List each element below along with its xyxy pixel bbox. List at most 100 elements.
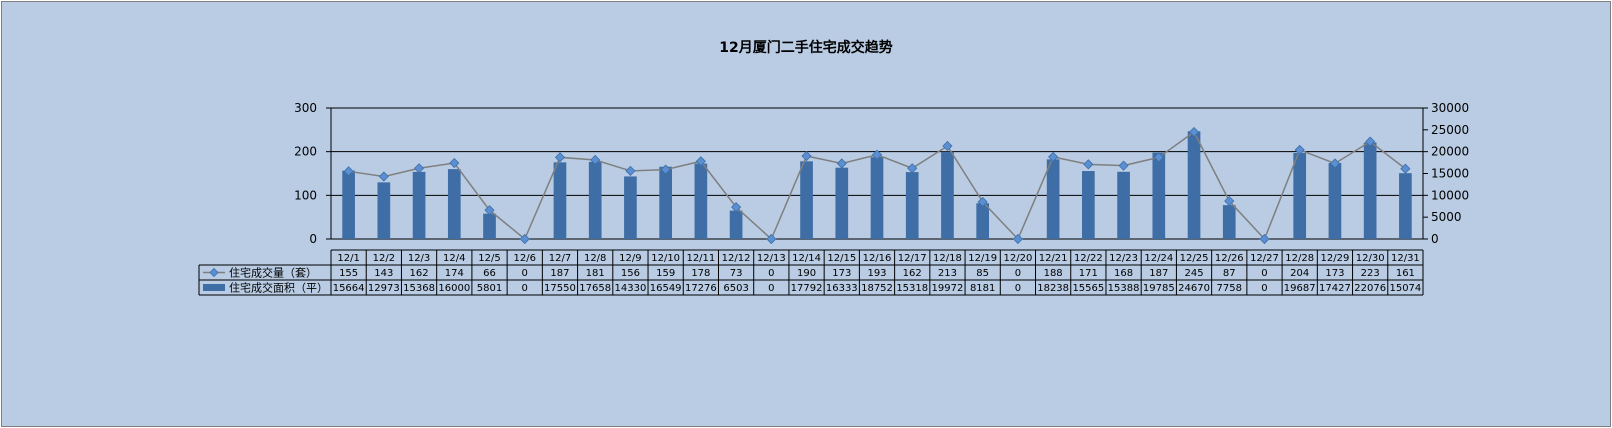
bar	[483, 213, 496, 239]
category-label: 12/13	[757, 253, 786, 264]
category-label: 12/10	[651, 253, 680, 264]
category-label: 12/7	[549, 253, 571, 264]
category-label: 12/31	[1391, 253, 1420, 264]
bar-value-label: 19687	[1284, 283, 1316, 294]
line-point	[1259, 233, 1270, 245]
legend-label-bar: 住宅成交面积（平）	[229, 281, 328, 295]
line-point	[625, 165, 636, 176]
bar-value-label: 0	[1261, 283, 1267, 294]
line-value-label: 168	[1114, 268, 1133, 279]
bar	[694, 163, 708, 239]
legend-label-line: 住宅成交量（套）	[229, 266, 317, 280]
bar-value-label: 17658	[579, 283, 611, 294]
category-label: 12/3	[408, 253, 430, 264]
line-value-label: 193	[867, 268, 886, 279]
line-point	[1224, 195, 1235, 207]
line-value-label: 156	[621, 268, 640, 279]
line-value-label: 0	[1261, 268, 1267, 279]
bar	[447, 169, 461, 239]
line-value-label: 155	[339, 268, 358, 279]
line-point	[801, 150, 812, 162]
line-point	[343, 166, 354, 177]
bar-value-label: 15074	[1389, 283, 1421, 294]
bar	[1293, 153, 1307, 239]
line-point	[1048, 151, 1059, 162]
line-value-label: 73	[730, 268, 743, 279]
line-value-label: 0	[1015, 268, 1021, 279]
bar-value-label: 16000	[438, 283, 470, 294]
bar-value-label: 18238	[1037, 283, 1069, 294]
bar	[800, 161, 813, 239]
category-label: 12/26	[1215, 253, 1244, 264]
line-point	[1400, 163, 1411, 174]
line-point	[836, 158, 847, 169]
line-point	[1365, 136, 1376, 147]
y-left-tick-label: 200	[294, 145, 317, 159]
line-point	[484, 205, 495, 216]
category-label: 12/2	[373, 253, 395, 264]
category-label: 12/24	[1144, 253, 1173, 264]
category-label: 12/17	[898, 253, 927, 264]
bar-value-label: 16333	[826, 283, 858, 294]
line-point	[1294, 144, 1305, 155]
line-point	[449, 157, 460, 169]
bar-value-label: 15388	[1108, 283, 1140, 294]
line-value-label: 181	[586, 268, 605, 279]
bar	[377, 182, 391, 239]
bar	[976, 203, 990, 239]
bar	[905, 172, 919, 239]
bar-value-label: 18752	[861, 283, 893, 294]
bar-value-label: 15318	[896, 283, 928, 294]
line-value-label: 162	[410, 268, 429, 279]
category-label: 12/22	[1074, 253, 1103, 264]
y-right-tick-label: 30000	[1431, 101, 1469, 115]
bar-value-label: 0	[522, 283, 528, 294]
bar-value-label: 15368	[403, 283, 435, 294]
bar-value-label: 7758	[1217, 283, 1242, 294]
line-point	[1012, 233, 1023, 245]
line-point	[554, 152, 566, 163]
y-left-tick-label: 0	[309, 232, 317, 246]
category-label: 12/1	[337, 253, 359, 264]
line-point	[413, 163, 425, 174]
category-label: 12/9	[619, 253, 641, 264]
bar	[729, 210, 743, 239]
line-value-label: 161	[1396, 268, 1415, 279]
line-value-label: 178	[691, 268, 710, 279]
line-value-label: 190	[797, 268, 816, 279]
bar	[1046, 159, 1060, 239]
bar-value-label: 22076	[1354, 283, 1386, 294]
line-value-label: 0	[522, 268, 528, 279]
line-point	[378, 171, 389, 182]
bar-value-label: 17427	[1319, 283, 1351, 294]
category-label: 12/21	[1039, 253, 1068, 264]
line-point	[766, 233, 777, 245]
category-label: 12/16	[863, 253, 892, 264]
y-right-tick-label: 5000	[1431, 210, 1462, 224]
line-value-label: 187	[1149, 268, 1168, 279]
bar	[1082, 171, 1095, 239]
line-value-label: 66	[483, 268, 496, 279]
bar-value-label: 19785	[1143, 283, 1175, 294]
bar-value-label: 17550	[544, 283, 576, 294]
line-value-label: 143	[374, 268, 393, 279]
line-value-label: 162	[903, 268, 922, 279]
bar	[1152, 152, 1166, 239]
line-point	[1118, 160, 1129, 171]
line-point	[660, 164, 671, 175]
line-value-label: 187	[550, 268, 569, 279]
category-label: 12/28	[1285, 253, 1314, 264]
bar-value-label: 16549	[650, 283, 682, 294]
line-value-label: 223	[1361, 268, 1380, 279]
category-label: 12/15	[827, 253, 856, 264]
category-label: 12/27	[1250, 253, 1279, 264]
bar	[1363, 142, 1377, 239]
line-value-label: 159	[656, 268, 675, 279]
bar	[553, 162, 567, 239]
y-right-tick-label: 0	[1431, 232, 1439, 246]
bar-value-label: 0	[1015, 283, 1021, 294]
y-right-tick-label: 15000	[1431, 167, 1469, 181]
bar	[1222, 205, 1236, 239]
line-point	[871, 149, 883, 160]
